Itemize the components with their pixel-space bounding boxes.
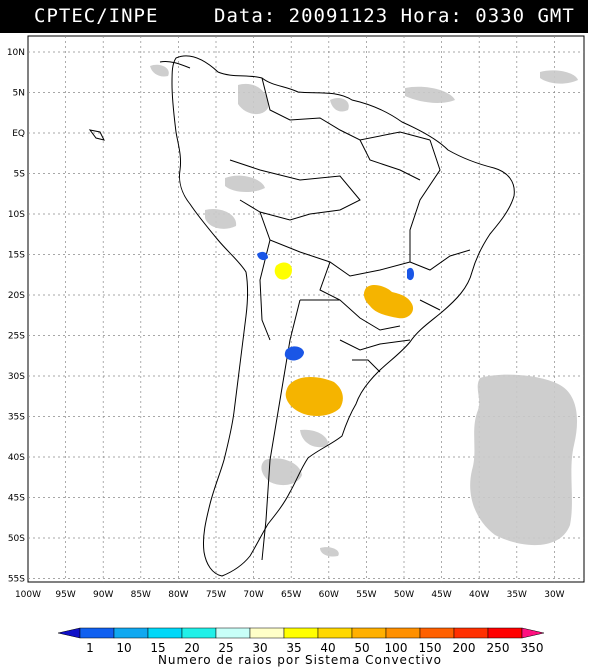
- colorbar-tick-label: 150: [419, 641, 442, 655]
- lat-label: 10S: [8, 210, 25, 220]
- colorbar-swatch: [181, 627, 217, 639]
- colorbar-swatch: [283, 627, 319, 639]
- lightning-map: 10N 5N EQ 5S 10S 15S 20S 25S 30S 35S 40S 45S 50S 55S 1…: [7, 35, 585, 600]
- lat-label: 5N: [13, 89, 25, 99]
- lat-label: 40S: [8, 453, 25, 463]
- colorbar-tick-label: 20: [184, 641, 199, 655]
- cloud-cover: [150, 64, 578, 557]
- lon-label: 60W: [319, 590, 339, 600]
- colorbar-tick-label: 25: [218, 641, 233, 655]
- cell-blue-3: [284, 346, 304, 361]
- colorbar-tick-label: 10: [116, 641, 131, 655]
- lat-label: 20S: [8, 291, 25, 301]
- colorbar-tick-label: 1: [86, 641, 94, 655]
- colorbar-swatch: [419, 627, 455, 639]
- lon-label: 75W: [206, 590, 226, 600]
- lon-label: 50W: [394, 590, 414, 600]
- colorbar-swatches: [57, 627, 545, 639]
- colorbar-arrow-right: [521, 627, 545, 639]
- colorbar-swatch: [385, 627, 421, 639]
- lon-label: 45W: [431, 590, 451, 600]
- convective-systems: [257, 251, 414, 416]
- lon-label: 90W: [93, 590, 113, 600]
- lat-label: 5S: [14, 170, 26, 180]
- colorbar-swatch: [215, 627, 251, 639]
- colorbar-tick-label: 15: [150, 641, 165, 655]
- colorbar-tick-label: 40: [320, 641, 335, 655]
- timestamp: Data: 20091123 Hora: 0330 GMT: [214, 5, 575, 27]
- colorbar-swatch: [317, 627, 353, 639]
- colorbar-swatch: [79, 627, 115, 639]
- colorbar-tick-label: 30: [252, 641, 267, 655]
- lon-label: 55W: [356, 590, 376, 600]
- lon-label: 85W: [131, 590, 151, 600]
- agency-label: CPTEC/INPE: [34, 5, 159, 27]
- lon-label: 70W: [243, 590, 263, 600]
- colorbar-swatch: [351, 627, 387, 639]
- lon-label: 35W: [507, 590, 527, 600]
- lon-label: 80W: [168, 590, 188, 600]
- colorbar-tick-label: 35: [286, 641, 301, 655]
- lat-label: 15S: [8, 251, 25, 261]
- colorbar-caption: Numero de raios por Sistema Convectivo: [157, 653, 443, 667]
- colorbar-arrow-left: [57, 627, 81, 639]
- lat-label: 35S: [8, 413, 25, 423]
- cell-yellow-1: [274, 262, 292, 280]
- colorbar-tick-label: 250: [487, 641, 510, 655]
- lat-label: EQ: [12, 129, 25, 139]
- colorbar-swatch: [249, 627, 285, 639]
- lon-label: 40W: [469, 590, 489, 600]
- colorbar-swatch: [113, 627, 149, 639]
- lat-label: 50S: [8, 534, 25, 544]
- date-label: Data:: [214, 5, 277, 27]
- lon-label: 30W: [544, 590, 564, 600]
- colorbar: 1 10 15 20 25 30 35 40 50 100 150 200 250 350: [57, 627, 545, 655]
- lat-label: 25S: [8, 332, 25, 342]
- colorbar-tick-label: 200: [453, 641, 476, 655]
- time-label: Hora:: [400, 5, 463, 27]
- date-value: 20091123: [288, 5, 389, 27]
- lat-label: 55S: [8, 575, 25, 585]
- time-value: 0330 GMT: [475, 5, 575, 27]
- colorbar-tick-label: 350: [521, 641, 544, 655]
- lat-label: 10N: [7, 48, 25, 58]
- colorbar-swatch: [147, 627, 183, 639]
- lat-label: 45S: [8, 494, 25, 504]
- colorbar-tick-label: 100: [385, 641, 408, 655]
- colorbar-swatch: [453, 627, 489, 639]
- coastline: [171, 55, 515, 577]
- cell-orange-1: [363, 285, 414, 319]
- colorbar-tick-label: 50: [354, 641, 369, 655]
- lon-label: 65W: [281, 590, 301, 600]
- colorbar-swatch: [487, 627, 523, 639]
- colorbar-ticks: 1 10 15 20 25 30 35 40 50 100 150 200 250 350: [86, 641, 543, 655]
- islands: [88, 61, 191, 141]
- cell-blue-1: [257, 251, 268, 261]
- lon-label: 95W: [55, 590, 75, 600]
- lon-label: 100W: [15, 590, 41, 600]
- title-bar: CPTEC/INPE Data: 20091123 Hora: 0330 GMT: [0, 0, 588, 33]
- lat-label: 30S: [8, 372, 25, 382]
- cell-blue-2: [407, 267, 414, 281]
- cell-orange-2: [285, 377, 343, 416]
